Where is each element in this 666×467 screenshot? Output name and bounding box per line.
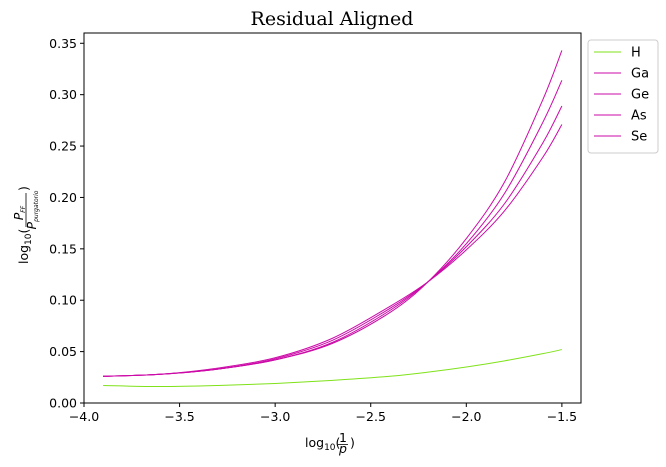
y-tick-label: 0.25 — [49, 139, 77, 154]
x-axis: −4.0 −3.5 −3.0 −2.5 −2.0 −1.5 — [69, 403, 577, 424]
x-tick-label: −1.5 — [547, 409, 577, 424]
legend-label-ga: Ga — [631, 67, 649, 82]
svg-text:log10(: log10( — [305, 435, 340, 453]
x-axis-label: log10( 1 p ) — [305, 430, 355, 456]
x-tick-label: −3.0 — [260, 409, 290, 424]
y-axis: 0.00 0.05 0.10 0.15 0.20 0.25 0.30 0.35 — [49, 36, 84, 411]
plot-frame — [83, 32, 582, 404]
series-line-se — [103, 124, 563, 377]
series-line-ge — [103, 80, 563, 377]
series-line-as — [103, 105, 563, 377]
legend: H Ga Ge As Se — [587, 39, 659, 154]
series-line-ga — [103, 50, 563, 377]
y-tick-label: 0.00 — [49, 396, 77, 411]
series-line-h — [103, 349, 562, 388]
svg-text:1: 1 — [339, 430, 347, 445]
legend-label-h: H — [631, 46, 641, 61]
x-tick-label: −2.0 — [451, 409, 481, 424]
legend-label-as: As — [631, 109, 647, 124]
svg-text:PFF: PFF — [11, 205, 27, 220]
legend-frame — [587, 39, 659, 154]
x-tick-label: −4.0 — [69, 409, 99, 424]
y-tick-label: 0.15 — [49, 241, 77, 256]
legend-label-se: Se — [631, 130, 647, 145]
svg-text:log10(: log10( — [16, 229, 34, 264]
svg-text:): ) — [16, 186, 31, 191]
x-tick-label: −3.5 — [164, 409, 194, 424]
plot-area — [83, 32, 582, 404]
legend-label-ge: Ge — [631, 88, 649, 103]
chart-title: Residual Aligned — [251, 8, 414, 30]
y-tick-label: 0.30 — [49, 87, 77, 102]
y-tick-label: 0.35 — [49, 36, 77, 51]
y-tick-label: 0.05 — [49, 344, 77, 359]
svg-text:): ) — [350, 435, 355, 450]
y-axis-label: log10( PFF Ppurgatorio ) — [11, 186, 40, 264]
y-tick-label: 0.20 — [49, 190, 77, 205]
y-tick-label: 0.10 — [49, 293, 77, 308]
x-tick-label: −2.5 — [356, 409, 386, 424]
svg-text:p: p — [338, 441, 347, 456]
